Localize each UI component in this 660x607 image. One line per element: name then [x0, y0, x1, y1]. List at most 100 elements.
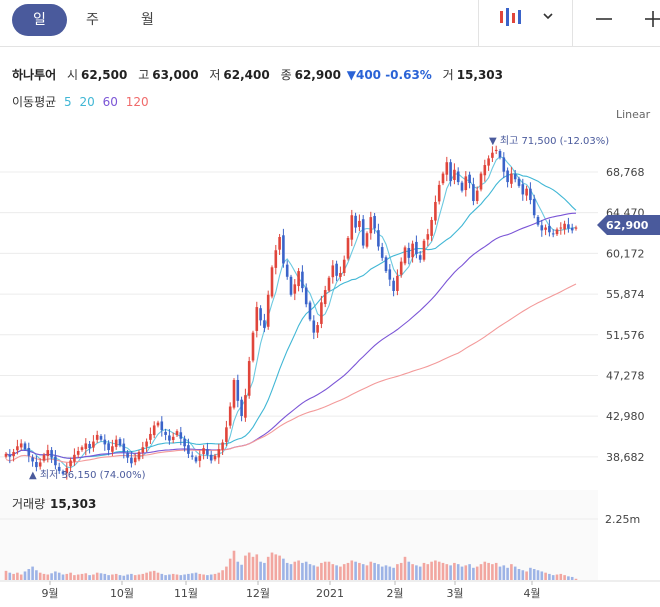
candle-body — [160, 421, 164, 431]
candlestick-icon[interactable] — [497, 6, 523, 30]
candle-body — [316, 325, 319, 333]
volume-bar — [65, 573, 69, 580]
x-tick-label: 3월 — [446, 587, 463, 600]
candle-body — [487, 158, 490, 166]
candle-body — [23, 443, 27, 450]
volume-bar — [475, 566, 479, 580]
moving-average-legend[interactable]: 이동평균 5 20 60 120 — [12, 93, 149, 110]
candle-body — [76, 451, 80, 455]
minus-icon — [596, 18, 612, 20]
y-tick-label: 47,278 — [606, 369, 645, 382]
volume-bar — [301, 562, 304, 580]
candle-body — [335, 263, 338, 276]
candle-body — [293, 284, 297, 294]
candle-body — [95, 434, 99, 440]
volume-bar — [31, 566, 34, 580]
volume-bar — [544, 572, 547, 580]
candle-body — [54, 456, 57, 466]
volume-tick-label: 2.25m — [605, 513, 640, 526]
volume-bar — [513, 566, 517, 580]
candle-body — [574, 227, 578, 229]
volume-bar — [221, 570, 224, 580]
chevron-down-icon[interactable] — [540, 8, 556, 24]
candle-body — [111, 446, 114, 452]
moving-average-lines — [5, 156, 577, 469]
volume-bar — [487, 562, 490, 580]
candle-body — [202, 448, 205, 455]
volume-bar — [103, 573, 107, 580]
y-tick-label: 60,172 — [606, 247, 645, 260]
candle-body — [217, 449, 221, 458]
tab-month[interactable]: 월 — [141, 12, 154, 28]
zoom-out-button[interactable] — [593, 8, 615, 30]
high-label: 고 — [138, 68, 150, 82]
volume-bar — [468, 564, 471, 580]
candle-body — [517, 178, 521, 186]
volume-bar — [202, 574, 205, 580]
x-tick-label: 12월 — [246, 587, 270, 600]
y-axis: 68,76864,47060,17255,87451,57647,27842,9… — [606, 166, 645, 464]
candle-body — [152, 425, 156, 436]
volume-bar — [194, 572, 198, 580]
zoom-in-button[interactable] — [642, 8, 660, 30]
candle-body — [521, 184, 525, 195]
volume-bar — [342, 564, 346, 580]
ma60-line — [5, 212, 577, 459]
candle-body — [69, 460, 72, 467]
stock-name: 하나투어 — [12, 68, 57, 82]
candle-body — [369, 217, 373, 234]
volume-bar — [350, 560, 354, 580]
volume-bar — [567, 576, 570, 580]
volume-bar — [95, 572, 99, 580]
tab-day[interactable]: 일 — [12, 4, 67, 36]
volume-bar — [415, 565, 418, 580]
volume-bar — [525, 571, 528, 580]
candle-body — [221, 442, 224, 450]
volume-bar — [168, 574, 171, 580]
candle-body — [266, 294, 270, 327]
volume-bar — [392, 567, 395, 580]
tab-week[interactable]: 주 — [86, 12, 99, 28]
candle-body — [551, 233, 555, 235]
candle-body — [570, 227, 574, 231]
scale-label[interactable]: Linear — [616, 108, 651, 121]
candle-body — [388, 269, 392, 280]
volume-bar — [88, 575, 91, 580]
volume-bars — [0, 490, 598, 580]
volume-bar — [179, 575, 183, 580]
candle-body — [532, 198, 536, 216]
candle-body — [411, 243, 414, 258]
volume-bar — [449, 565, 452, 580]
candle-body — [244, 395, 247, 418]
candle-body — [540, 225, 544, 231]
y-tick-label: 55,874 — [606, 288, 645, 301]
volume-bar — [255, 554, 259, 580]
candle-body — [358, 220, 361, 227]
volume-bar — [4, 570, 8, 580]
volume-bar — [149, 571, 152, 580]
volume-bar — [396, 564, 399, 580]
candle-body — [502, 157, 506, 172]
current-price-label: 62,900 — [606, 219, 649, 232]
plus-icon — [645, 11, 660, 27]
volume-bar — [418, 566, 422, 580]
volume-bar — [35, 570, 38, 580]
volume-bar — [244, 555, 247, 580]
candle-body — [190, 455, 194, 457]
ma120-line — [5, 283, 577, 463]
low-label: 저 — [209, 68, 221, 82]
volume-bar — [247, 552, 251, 580]
volume-bar — [152, 570, 156, 580]
candle-body — [57, 466, 61, 471]
volume-bar — [73, 575, 76, 580]
candle-body — [331, 265, 335, 278]
candle-body — [107, 443, 110, 451]
candle-body — [251, 332, 255, 361]
volume-bar — [555, 574, 559, 580]
y-tick-label: 42,980 — [606, 410, 645, 423]
volume-bar — [297, 560, 300, 580]
volume-bar — [312, 565, 316, 580]
volume-bar — [304, 561, 308, 580]
stock-info-bar: 하나투어 시 62,500 고 63,000 저 62,400 종 62,900 ▼40… — [12, 66, 503, 83]
